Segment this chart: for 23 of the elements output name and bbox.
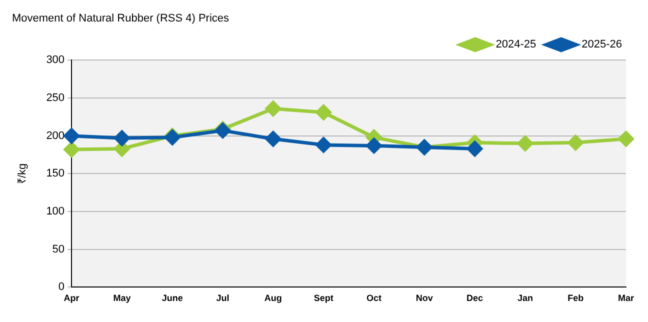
x-tick-label: Dec	[466, 293, 484, 304]
y-tick-label: 0	[58, 281, 65, 294]
y-tick-label: 150	[46, 168, 65, 180]
x-tick-label: Mar	[618, 293, 634, 304]
x-tick-label: Sept	[314, 293, 334, 304]
y-tick-label: 300	[46, 54, 65, 66]
x-tick-label: May	[113, 293, 131, 304]
y-tick-label: 100	[46, 206, 65, 218]
legend-label: 2025-26	[582, 38, 622, 51]
x-tick-label: Jan	[517, 293, 533, 304]
y-tick-label: 200	[46, 130, 65, 142]
y-tick-label: 250	[46, 92, 65, 104]
x-tick-label: Oct	[366, 293, 382, 304]
x-tick-label: Feb	[568, 293, 584, 304]
x-tick-label: Aug	[264, 293, 282, 304]
x-tick-label: Jul	[216, 293, 230, 304]
y-tick-label: 50	[52, 243, 65, 256]
x-tick-label: Nov	[416, 293, 433, 304]
y-axis-title: ₹/kg	[16, 163, 29, 184]
chart-title: Movement of Natural Rubber (RSS 4) Prices	[12, 12, 230, 25]
x-tick-label: June	[162, 293, 183, 304]
x-tick-label: Apr	[64, 293, 80, 304]
legend-label: 2024-25	[496, 38, 536, 51]
